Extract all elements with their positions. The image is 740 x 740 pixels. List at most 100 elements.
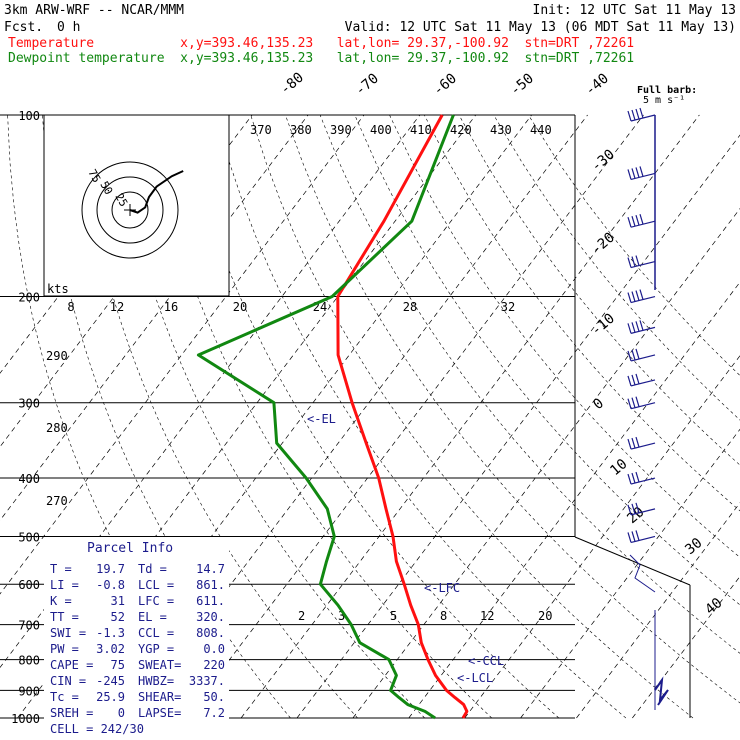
dry-adiabat [493,114,740,421]
barb-flag [639,289,644,300]
dry-adiabat [389,114,740,558]
hodograph-ring [111,191,149,229]
barb-flag [631,472,636,484]
parcel-info-title: Parcel Info [87,541,173,556]
dry-adiabat [215,114,627,719]
hodograph-ring-label: 25 [112,191,130,209]
parcel-param-name: K = [50,594,72,608]
theta-label: 270 [46,494,68,508]
barb-flag [631,374,636,386]
barb-flag [627,257,632,268]
level-annotation: <-EL [307,412,336,426]
isotherm [296,134,740,719]
parcel-param-name: Td = [138,562,167,576]
kts-axis-label: 20 [233,300,247,314]
dry-adiabat [76,114,358,719]
parcel-param-value: -245 [96,674,125,688]
parcel-param-name: LAPSE= [138,706,181,720]
barb-flag [627,398,632,409]
parcel-param-value: 0.0 [203,642,225,656]
parcel-param-value: 861. [196,578,225,592]
parcel-param-name: SWI = [50,626,86,640]
wind-barb [627,166,656,181]
barb-flag [631,322,636,333]
barb-flag [635,436,640,448]
barb-flag [635,108,640,120]
barb-flag [635,502,640,514]
parcel-param-name: SWEAT= [138,658,181,672]
isobar-label: 400 [18,472,40,486]
parcel-param-value: 7.2 [203,706,225,720]
parcel-param-name: SREH = [50,706,93,720]
isotherm [464,355,740,719]
barb-flag [627,532,632,543]
parcel-param-value: 25.9 [96,690,125,704]
parcel-param-value: 611. [196,594,225,608]
isotherm [0,114,365,595]
isotherm [632,575,740,719]
mixing-ratio-label: 8 [440,609,447,623]
isotherm-label: -60 [430,71,460,100]
barb-flag [627,110,632,122]
isotherm-label: -50 [507,71,537,100]
barb-flag [627,473,632,485]
barb-flag [635,396,640,407]
dry-adiabat [458,114,740,466]
low-level-wind-trace [629,554,656,593]
parcel-param-value: 808. [196,626,225,640]
full-barb-label: Full barb: [637,85,697,96]
hodograph-ring [96,176,164,244]
isobar-label: 500 [18,530,40,544]
dry-adiabat [250,114,694,719]
isobar-label: 200 [18,291,40,305]
parcel-param-name: LFC = [138,594,174,608]
wind-barb [627,107,656,122]
hodograph-ring-label: 50 [97,179,115,197]
init-time: Init: 12 UTC Sat 11 May 13 [533,3,737,18]
parcel-param-name: PW = [50,642,79,656]
dry-adiabat [180,114,560,719]
barb-flag [639,166,644,177]
barb-flag [631,349,636,361]
barb-flag [631,256,636,267]
barb-flag [631,291,636,302]
isotherm [184,114,644,719]
isobar-label: 100 [18,109,40,123]
barb-flag [635,373,640,385]
wind-barb [627,289,656,304]
theta-label: 420 [450,123,472,137]
theta-label: 280 [46,421,68,435]
barb-flag [631,531,636,542]
barb-flag [627,350,632,362]
hodograph-ring [81,161,179,259]
wind-barb [627,348,656,362]
parcel-param-name: T = [50,562,72,576]
barb-flag [635,215,640,226]
barb-flag [631,437,636,449]
fcst-value: 0 h [57,20,80,35]
theta-label: 410 [410,123,432,137]
isotherm [240,114,700,719]
isotherm-label: 10 [607,456,630,479]
parcel-info-panel: Parcel Info T = 19.7 Td = 14.7 LI = -0.8 LCL =… [44,537,229,736]
dry-adiabat [319,114,740,654]
barb-flag [635,167,640,178]
wind-barb [627,396,656,410]
wind-barb [627,320,656,334]
isotherm [0,114,421,669]
barb-flag [635,471,640,483]
barb-flag [631,216,636,227]
kts-axis-label: 28 [403,300,417,314]
parcel-param-name: TT = [50,610,79,624]
dry-adiabat [528,114,740,376]
wind-barb [627,530,656,544]
theta-label: 290 [46,349,68,363]
barb-flag [631,503,636,515]
wind-barb [627,255,656,269]
level-annotation: <-CCL [468,654,504,668]
barb-flag [635,255,640,266]
isotherm-label: -80 [277,70,307,99]
parcel-param-value: 220 [203,658,225,672]
barb-flag [639,214,644,225]
dry-adiabat [354,114,740,606]
